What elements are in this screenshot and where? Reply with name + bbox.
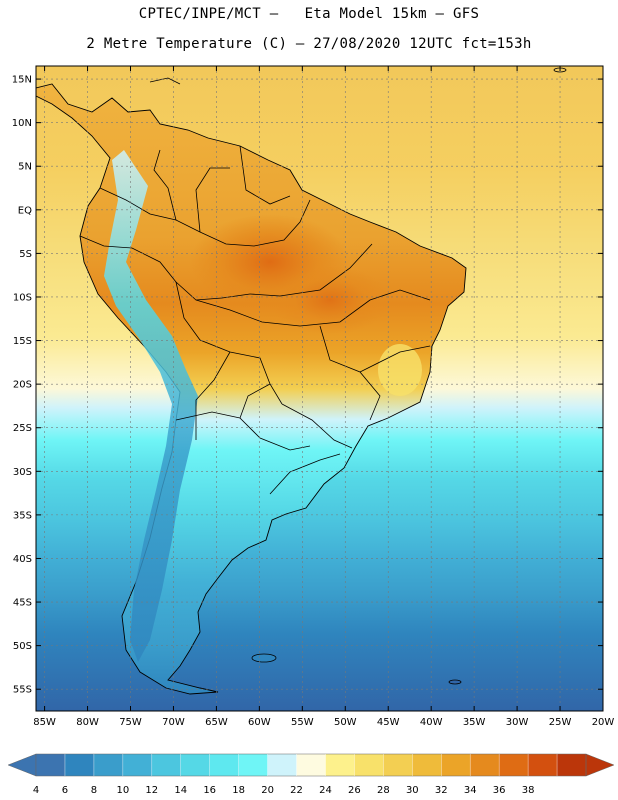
country-borders bbox=[79, 145, 431, 495]
colorbar-swatch bbox=[151, 754, 182, 776]
colorbar-label: 22 bbox=[290, 785, 303, 796]
central-brazil-hot-core bbox=[270, 266, 390, 334]
lat-label: 10N bbox=[12, 118, 32, 129]
lon-label: 20W bbox=[592, 717, 615, 728]
andes-cold-band bbox=[104, 150, 198, 662]
colorbar-label: 16 bbox=[203, 785, 216, 796]
colorbar-label: 10 bbox=[116, 785, 129, 796]
colorbar-high-arrow bbox=[585, 753, 615, 777]
lon-label: 40W bbox=[420, 717, 443, 728]
latitude-axis: 15N 10N 5N EQ 5S 10S 15S 20S 25S 30S 35S 40S 45S 50S 5… bbox=[12, 75, 32, 696]
colorbar-label: 14 bbox=[174, 785, 187, 796]
lon-label: 80W bbox=[76, 717, 99, 728]
colorbar-label: 4 bbox=[33, 785, 39, 796]
colorbar-swatch bbox=[238, 754, 268, 776]
lat-label: EQ bbox=[18, 205, 32, 216]
lon-label: 55W bbox=[291, 717, 314, 728]
colorbar-swatch bbox=[64, 754, 95, 776]
lat-label: 55S bbox=[13, 685, 32, 696]
lat-label: 20S bbox=[13, 380, 32, 391]
colorbar-outline bbox=[35, 753, 587, 777]
lat-label: 15S bbox=[13, 336, 32, 347]
colorbar-label: 24 bbox=[319, 785, 332, 796]
lon-label: 85W bbox=[33, 717, 56, 728]
temperature-colorbar bbox=[7, 753, 615, 777]
lon-label: 50W bbox=[334, 717, 357, 728]
latitude-ticks bbox=[36, 78, 603, 690]
colorbar-swatch bbox=[36, 754, 66, 776]
lon-label: 65W bbox=[205, 717, 228, 728]
colorbar-swatch bbox=[354, 754, 384, 776]
colorbar-swatch bbox=[209, 754, 240, 776]
colorbar-labels: 4 6 8 10 12 14 16 18 20 22 24 26 28 30 32 34 36 38 bbox=[33, 785, 535, 796]
lon-label: 70W bbox=[162, 717, 185, 728]
lat-label: 15N bbox=[12, 75, 32, 86]
colorbar-label: 20 bbox=[261, 785, 274, 796]
lat-label: 10S bbox=[13, 292, 32, 303]
colorbar-swatch bbox=[267, 754, 297, 776]
lat-label: 5N bbox=[18, 162, 32, 173]
longitude-axis: 85W 80W 75W 70W 65W 60W 55W 50W 45W 40W 35W 30W 25W 2… bbox=[33, 717, 614, 728]
south-america-landmass bbox=[36, 83, 467, 695]
colorbar-swatch bbox=[93, 754, 124, 776]
colorbar-swatch bbox=[296, 754, 326, 776]
lon-label: 35W bbox=[463, 717, 486, 728]
falkland-islands bbox=[251, 653, 277, 663]
lat-label: 5S bbox=[19, 249, 32, 260]
south-georgia bbox=[448, 679, 462, 685]
map-frame bbox=[35, 65, 604, 712]
brazil-highlands-patch bbox=[378, 344, 422, 396]
colorbar-label: 6 bbox=[62, 785, 68, 796]
colorbar-label: 26 bbox=[348, 785, 361, 796]
colorbar-swatch bbox=[470, 754, 500, 776]
colorbar-label: 36 bbox=[493, 785, 506, 796]
colorbar-swatch bbox=[122, 754, 153, 776]
longitude-ticks bbox=[44, 66, 604, 711]
lon-label: 60W bbox=[248, 717, 271, 728]
colorbar-swatch bbox=[180, 754, 211, 776]
map-title-line-1: CPTEC/INPE/MCT – Eta Model 15km – GFS bbox=[138, 6, 480, 22]
colorbar-label: 32 bbox=[435, 785, 448, 796]
caribbean-coast bbox=[149, 77, 181, 85]
colorbar-label: 18 bbox=[232, 785, 245, 796]
colorbar-label: 30 bbox=[406, 785, 419, 796]
colorbar-swatch bbox=[383, 754, 413, 776]
colorbar-swatch bbox=[528, 754, 558, 776]
lat-label: 25S bbox=[13, 423, 32, 434]
colorbar-label: 38 bbox=[522, 785, 535, 796]
lat-label: 50S bbox=[13, 641, 32, 652]
lat-label: 30S bbox=[13, 467, 32, 478]
colorbar-label: 8 bbox=[91, 785, 97, 796]
colorbar-low-arrow bbox=[7, 753, 37, 777]
colorbar-swatch bbox=[412, 754, 442, 776]
colorbar-label: 28 bbox=[377, 785, 390, 796]
lon-label: 75W bbox=[119, 717, 142, 728]
colorbar-swatch bbox=[499, 754, 529, 776]
lon-label: 30W bbox=[506, 717, 529, 728]
colorbar-swatch bbox=[441, 754, 471, 776]
colorbar-swatch bbox=[557, 754, 587, 776]
colorbar-label: 34 bbox=[464, 785, 477, 796]
colorbar-swatch bbox=[325, 754, 355, 776]
lat-label: 40S bbox=[13, 554, 32, 565]
lon-label: 45W bbox=[377, 717, 400, 728]
lat-label: 35S bbox=[13, 510, 32, 521]
map-title-line-2: 2 Metre Temperature (C) – 27/08/2020 12U… bbox=[86, 36, 532, 52]
lon-label: 25W bbox=[549, 717, 572, 728]
colorbar-label: 12 bbox=[145, 785, 158, 796]
lat-label: 45S bbox=[13, 598, 32, 609]
